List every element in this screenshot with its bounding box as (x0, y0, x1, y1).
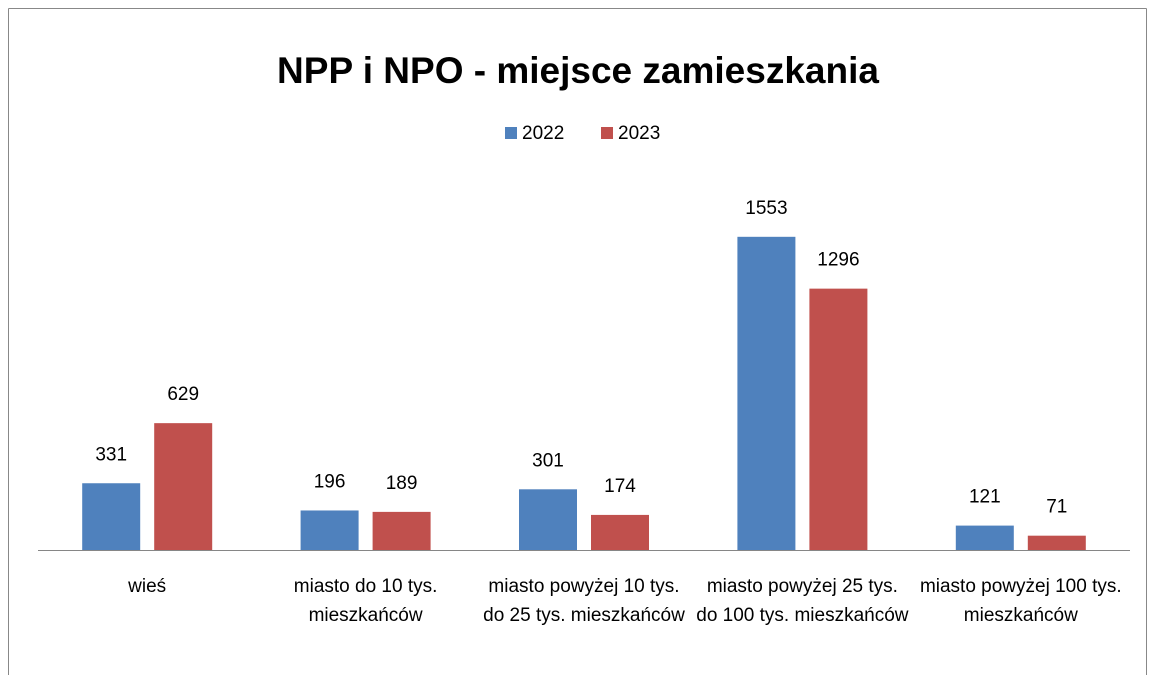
value-label: 189 (386, 473, 418, 494)
bar (809, 288, 868, 550)
value-label: 301 (532, 450, 564, 471)
x-tick-label: miasto powyżej 25 tys. do 100 tys. miesz… (696, 576, 909, 626)
bar (82, 483, 141, 550)
x-tick-label: miasto do 10 tys. mieszkańców (293, 576, 438, 626)
value-label: 174 (604, 476, 636, 497)
value-label: 121 (969, 487, 1001, 508)
legend-swatch (505, 127, 517, 139)
legend-label: 2023 (618, 123, 660, 144)
bar (955, 525, 1014, 550)
bar (737, 236, 796, 551)
chart-title: NPP i NPO - miejsce zamieszkania (277, 50, 879, 91)
x-tick-label: wieś (128, 576, 167, 597)
x-tick-label: miasto powyżej 10 tys. do 25 tys. mieszk… (483, 576, 685, 626)
bar (372, 511, 431, 550)
value-label: 331 (95, 444, 127, 465)
value-label: 1296 (817, 250, 859, 271)
value-label: 196 (314, 471, 346, 492)
legend-swatch (601, 127, 613, 139)
value-label: 71 (1046, 497, 1067, 518)
bar (300, 510, 359, 550)
bar (1027, 535, 1086, 550)
x-tick-label: miasto powyżej 100 tys. mieszkańców (919, 576, 1122, 626)
legend-label: 2022 (522, 123, 564, 144)
bar (519, 489, 577, 550)
value-label: 629 (167, 384, 199, 405)
bar (154, 423, 213, 550)
value-label: 1553 (745, 198, 787, 219)
bar (591, 514, 649, 550)
